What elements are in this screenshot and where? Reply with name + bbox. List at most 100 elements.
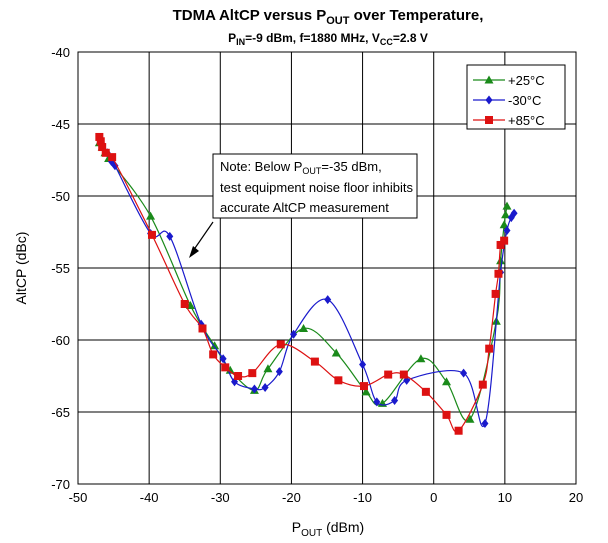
x-tick-label: -50 xyxy=(69,490,88,505)
note-line-1-pre: Note: Below P xyxy=(220,159,302,174)
legend-entry-plus85c: +85°C xyxy=(473,113,545,128)
note-line-1-post: =-35 dBm, xyxy=(321,159,381,174)
data-point-plus85c xyxy=(491,289,500,298)
data-point-minus30c xyxy=(481,419,489,429)
x-tick-label: -20 xyxy=(282,490,301,505)
legend-label-minus30c: -30°C xyxy=(508,93,541,108)
note-line-1: Note: Below POUT=-35 dBm, xyxy=(220,159,382,176)
data-point-minus30c xyxy=(111,161,119,171)
data-point-plus85c xyxy=(478,380,487,389)
data-point-plus85c xyxy=(485,344,494,353)
x-tick-label: -40 xyxy=(140,490,159,505)
legend-label-plus25c: +25°C xyxy=(508,73,545,88)
data-point-plus25c xyxy=(361,387,371,396)
data-point-plus85c xyxy=(108,153,117,162)
data-point-minus30c xyxy=(250,384,258,394)
note-arrow-line xyxy=(192,221,214,252)
data-point-plus85c xyxy=(421,387,430,396)
legend-entry-minus30c: -30°C xyxy=(473,93,541,108)
y-tick-label: -70 xyxy=(51,477,70,492)
subtitle-end: =2.8 V xyxy=(393,31,428,45)
data-point-plus85c xyxy=(95,132,104,141)
data-point-plus85c xyxy=(399,370,408,379)
x-tick-label: -30 xyxy=(211,490,230,505)
data-point-plus85c xyxy=(180,300,189,308)
data-point-plus25c xyxy=(416,354,426,363)
y-tick-label: -45 xyxy=(51,117,70,132)
data-point-plus85c xyxy=(209,350,218,359)
data-point-plus25c xyxy=(263,364,273,373)
data-point-minus30c xyxy=(510,208,518,218)
y-axis-label: AltCP (dBc) xyxy=(13,232,29,305)
data-point-plus85c xyxy=(147,230,156,239)
x-axis-label: POUT (dBm) xyxy=(292,519,364,539)
data-point-minus30c xyxy=(503,226,511,236)
data-point-minus30c xyxy=(373,397,381,407)
tick-labels: -50 -40 -30 -20 -10 0 10 20 -40 -45 -50 -55 -60 -65 -7… xyxy=(51,45,583,505)
x-axis-label-main: P xyxy=(292,519,301,535)
data-point-plus85c xyxy=(442,410,451,419)
data-point-plus85c xyxy=(454,426,463,435)
data-point-plus85c xyxy=(248,369,257,378)
data-point-plus85c xyxy=(221,363,230,372)
data-point-plus25c xyxy=(502,201,512,210)
data-point-plus25c xyxy=(501,210,511,219)
y-tick-label: -40 xyxy=(51,45,70,60)
y-tick-label: -50 xyxy=(51,189,70,204)
note-annotation: Note: Below POUT=-35 dBm, test equipment… xyxy=(189,153,418,258)
data-point-minus30c xyxy=(275,367,283,377)
note-box xyxy=(212,153,418,219)
data-point-minus30c xyxy=(460,368,468,378)
y-tick-label: -60 xyxy=(51,333,70,348)
subtitle-v-subscript: CC xyxy=(380,37,393,47)
data-point-plus25c xyxy=(146,211,156,220)
data-point-minus30c xyxy=(166,231,174,241)
legend-label-plus85c: +85°C xyxy=(508,113,545,128)
y-tick-label: -65 xyxy=(51,405,70,420)
note-arrow-head xyxy=(189,246,199,258)
series-plus85c xyxy=(95,132,509,435)
grid xyxy=(77,51,577,485)
data-point-plus85c xyxy=(276,340,285,349)
x-axis-label-suffix: (dBm) xyxy=(322,519,364,535)
data-point-minus30c xyxy=(219,354,227,364)
y-tick-label: -55 xyxy=(51,261,70,276)
chart-title: TDMA AltCP versus POUT over Temperature, xyxy=(173,7,484,27)
chart-title-subscript: OUT xyxy=(326,15,350,27)
data-point-plus25c xyxy=(496,256,506,265)
data-point-plus25c xyxy=(465,414,475,423)
data-point-plus85c xyxy=(496,240,505,249)
data-point-plus85c xyxy=(384,370,393,379)
chart-subtitle: PIN=-9 dBm, f=1880 MHz, VCC=2.8 V xyxy=(228,31,428,47)
data-point-plus25c xyxy=(210,341,220,350)
legend-marker-minus30c xyxy=(485,95,493,105)
data-point-plus85c xyxy=(310,357,319,366)
subtitle-mid: =-9 dBm, f=1880 MHz, V xyxy=(245,31,380,45)
data-point-plus85c xyxy=(359,382,368,391)
data-point-plus85c xyxy=(198,324,207,333)
x-tick-label: -10 xyxy=(353,490,372,505)
data-point-minus30c xyxy=(359,359,367,369)
legend-entry-plus25c: +25°C xyxy=(473,73,545,88)
legend-box xyxy=(466,64,566,130)
data-point-plus25c xyxy=(499,220,509,229)
note-line-3: accurate AltCP measurement xyxy=(220,200,389,215)
data-point-minus30c xyxy=(290,329,298,339)
data-point-plus85c xyxy=(494,269,503,278)
chart-title-main: TDMA AltCP versus P xyxy=(173,7,327,24)
series-line-minus30c xyxy=(98,138,515,427)
data-point-minus30c xyxy=(261,383,269,393)
note-line-1-subscript: OUT xyxy=(302,166,322,176)
data-point-plus85c xyxy=(98,143,107,152)
data-point-plus25c xyxy=(225,365,235,374)
legend-marker-plus85c xyxy=(485,116,493,124)
data-point-plus25c xyxy=(442,377,452,386)
data-point-plus85c xyxy=(96,137,105,146)
subtitle-p: P xyxy=(228,31,236,45)
x-axis-label-subscript: OUT xyxy=(301,528,322,539)
data-point-plus25c xyxy=(331,348,341,357)
data-point-plus25c xyxy=(299,323,309,332)
data-point-plus85c xyxy=(101,148,110,157)
note-line-2: test equipment noise floor inhibits xyxy=(220,180,413,195)
